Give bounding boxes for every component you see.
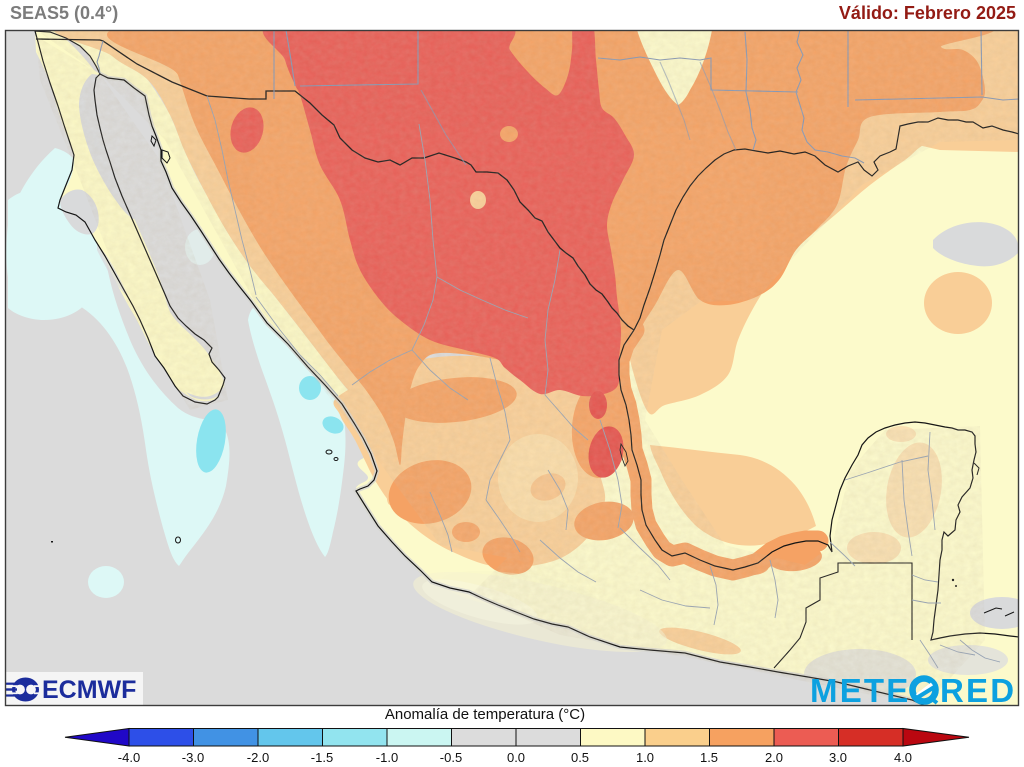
svg-text:METE: METE [810, 672, 910, 709]
svg-text:ECMWF: ECMWF [42, 676, 136, 704]
svg-text:RED: RED [940, 672, 1016, 709]
